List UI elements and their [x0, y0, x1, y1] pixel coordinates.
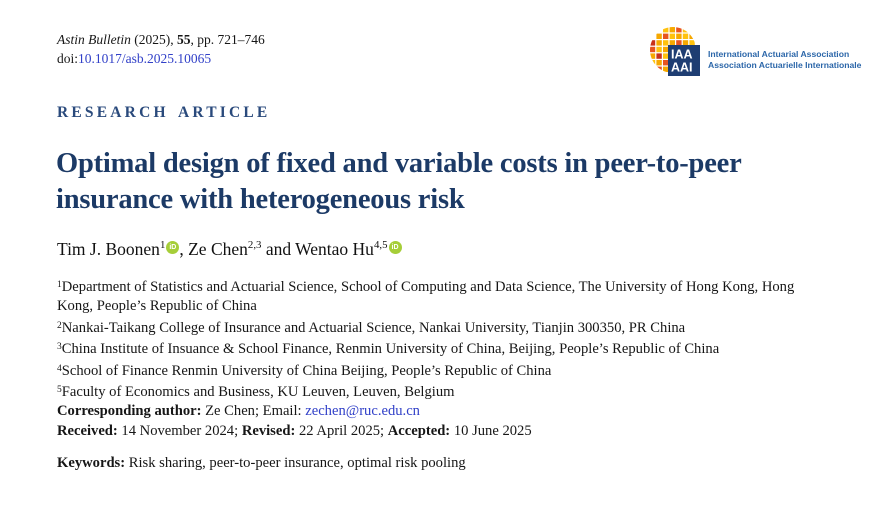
orcid-icon[interactable]: iD — [166, 241, 180, 254]
keywords-line: Keywords: Risk sharing, peer-to-peer ins… — [57, 455, 466, 472]
corresponding-author-label: Corresponding author: — [57, 403, 202, 420]
authors-line: Tim J. Boonen1 iD, Ze Chen2,3 and Wentao … — [57, 239, 402, 260]
accepted-value: 10 June 2025 — [450, 423, 532, 439]
article-history-line: Received: 14 November 2024; Revised: 22 … — [57, 423, 532, 440]
iaa-name-english: International Actuarial Association — [708, 49, 850, 59]
affiliation-number: 2 — [57, 320, 62, 331]
author-name: Tim J. Boonen — [57, 239, 160, 259]
email-link[interactable]: zechen@ruc.edu.cn — [305, 403, 420, 420]
page-range: , pp. 721–746 — [190, 32, 265, 47]
affiliation-text: China Institute of Insuance & School Fin… — [61, 341, 720, 358]
research-article-kicker: RESEARCH ARTICLE — [57, 104, 271, 121]
affiliation-text: Faculty of Economics and Business, KU Le… — [61, 384, 455, 401]
iaa-acronym-line1: IAA — [671, 48, 693, 62]
keywords-label: Keywords: — [57, 455, 126, 471]
iaa-acronym-box — [668, 45, 700, 76]
affiliation-text: Nankai-Taikang College of Insurance and … — [61, 319, 686, 336]
article-title-line2: insurance with heterogeneous risk — [56, 184, 465, 215]
received-label: Received: — [57, 423, 118, 439]
affiliation-item: 2Nankai-Taikang College of Insurance and… — [57, 317, 833, 338]
journal-citation-line: Astin Bulletin (2025), 55, pp. 721–746 — [57, 32, 265, 47]
affiliation-text: School of Finance Renmin University of C… — [61, 362, 552, 379]
affiliation-item: 1Department of Statistics and Actuarial … — [57, 276, 833, 317]
doi-label: doi: — [57, 51, 79, 66]
affiliation-number: 5 — [57, 385, 62, 396]
corresponding-author-text: Ze Chen; Email: — [201, 403, 306, 420]
iaa-logo: IAA AAI International Actuarial Associat… — [649, 26, 861, 78]
affiliation-text: Department of Statistics and Actuarial S… — [57, 279, 795, 315]
affiliation-number: 4 — [57, 363, 62, 374]
author-superscript: 2,3 — [247, 239, 262, 251]
orcid-icon[interactable]: iD — [388, 241, 402, 254]
iaa-acronym-line2: AAI — [671, 61, 693, 75]
author-superscript: 4,5 — [373, 239, 388, 251]
affiliations-block: 1Department of Statistics and Actuarial … — [57, 276, 833, 422]
author-separator: and — [261, 239, 296, 259]
revised-value: 22 April 2025; — [295, 423, 388, 439]
author-superscript: 1 — [159, 239, 166, 251]
author-name: Wentao Hu — [295, 239, 374, 259]
received-value: 14 November 2024; — [117, 423, 242, 439]
affiliation-item: 4School of Finance Renmin University of … — [57, 360, 833, 381]
author-name: Ze Chen — [188, 239, 248, 259]
journal-header: Astin Bulletin (2025), 55, pp. 721–746 d… — [57, 30, 265, 68]
article-title: Optimal design of fixed and variable cos… — [56, 146, 816, 218]
affiliation-item: 3China Institute of Insuance & School Fi… — [57, 338, 833, 359]
doi-line: doi:10.1017/asb.2025.10065 — [57, 49, 265, 68]
affiliation-number: 3 — [57, 342, 62, 353]
journal-name: Astin Bulletin — [57, 32, 131, 47]
iaa-wordmark: International Actuarial Association Asso… — [708, 49, 861, 70]
affiliation-number: 1 — [57, 280, 62, 290]
accepted-label: Accepted: — [387, 423, 451, 439]
article-title-line1: Optimal design of fixed and variable cos… — [56, 148, 742, 179]
volume-number: 55 — [177, 32, 191, 47]
revised-label: Revised: — [241, 423, 296, 439]
affiliation-item: 5Faculty of Economics and Business, KU L… — [57, 381, 833, 402]
doi-link[interactable]: 10.1017/asb.2025.10065 — [78, 51, 212, 66]
keywords-value: Risk sharing, peer-to-peer insurance, op… — [125, 455, 466, 471]
author-separator: , — [179, 239, 189, 259]
corresponding-author-line: Corresponding author: Ze Chen; Email: ze… — [57, 402, 833, 421]
iaa-name-french: Association Actuarielle Internationale — [708, 59, 862, 70]
iaa-globe-icon: IAA AAI — [650, 27, 700, 76]
